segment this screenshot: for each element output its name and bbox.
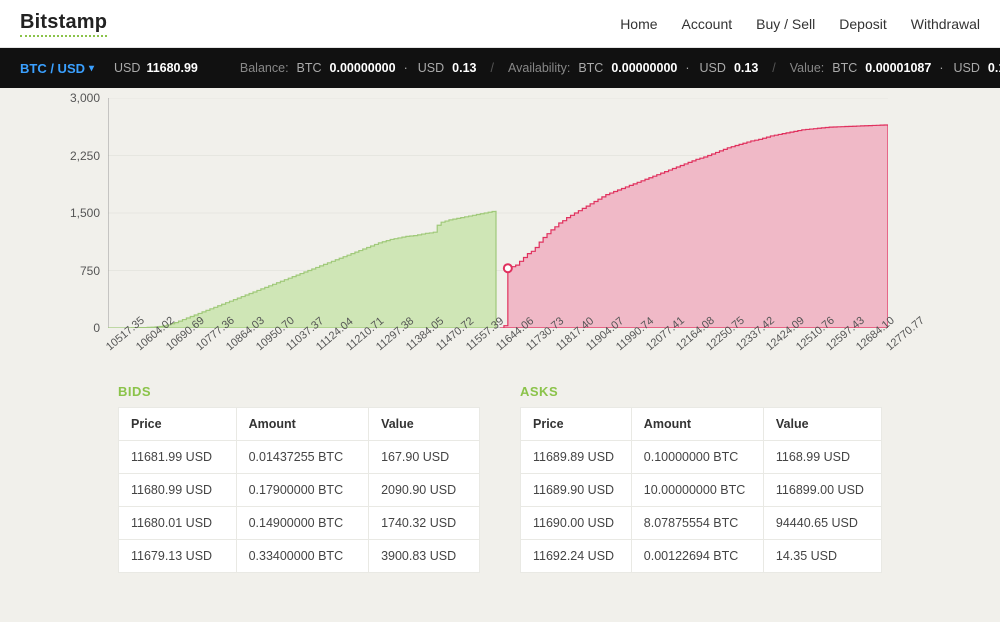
usd-symbol-2: USD	[700, 61, 726, 75]
column-header: Value	[369, 408, 480, 441]
table-cell: 11679.13 USD	[119, 540, 237, 573]
value-label: Value:	[790, 61, 825, 75]
bids-title: BIDS	[118, 384, 480, 399]
btc-symbol: BTC	[297, 61, 322, 75]
chevron-down-icon: ▾	[89, 63, 94, 74]
nav-account[interactable]: Account	[682, 16, 733, 32]
bids-section: BIDS PriceAmountValue 11681.99 USD0.0143…	[118, 384, 480, 573]
column-header: Value	[763, 408, 881, 441]
dot-sep-3: ·	[939, 61, 943, 75]
table-cell: 94440.65 USD	[763, 507, 881, 540]
info-bar: BTC / USD ▾ USD 11680.99 Balance: BTC 0.…	[0, 48, 1000, 88]
column-header: Price	[119, 408, 237, 441]
orderbook-tables: BIDS PriceAmountValue 11681.99 USD0.0143…	[18, 384, 982, 573]
btc-symbol-2: BTC	[578, 61, 603, 75]
brand-logo[interactable]: Bitstamp	[20, 11, 107, 37]
y-tick: 2,250	[70, 149, 100, 163]
value-usd: 0.13	[988, 61, 1000, 75]
table-cell: 0.01437255 BTC	[236, 441, 368, 474]
table-cell: 1740.32 USD	[369, 507, 480, 540]
table-cell: 8.07875554 BTC	[631, 507, 763, 540]
asks-table: PriceAmountValue 11689.89 USD0.10000000 …	[520, 407, 882, 573]
asks-section: ASKS PriceAmountValue 11689.89 USD0.1000…	[520, 384, 882, 573]
column-header: Amount	[631, 408, 763, 441]
price-currency: USD	[114, 61, 140, 75]
depth-chart: 07501,5002,2503,000 10517.3510604.021069…	[108, 98, 972, 378]
depth-chart-svg	[108, 98, 888, 328]
avail-btc: 0.00000000	[611, 61, 677, 75]
table-row[interactable]: 11680.99 USD0.17900000 BTC2090.90 USD	[119, 474, 480, 507]
pair-label: BTC / USD	[20, 61, 85, 76]
table-cell: 3900.83 USD	[369, 540, 480, 573]
nav-buy-sell[interactable]: Buy / Sell	[756, 16, 815, 32]
y-tick: 0	[93, 321, 100, 335]
table-cell: 0.10000000 BTC	[631, 441, 763, 474]
table-row[interactable]: 11679.13 USD0.33400000 BTC3900.83 USD	[119, 540, 480, 573]
table-cell: 11681.99 USD	[119, 441, 237, 474]
table-cell: 11689.90 USD	[521, 474, 632, 507]
balance-btc: 0.00000000	[330, 61, 396, 75]
table-cell: 10.00000000 BTC	[631, 474, 763, 507]
y-tick: 750	[80, 264, 100, 278]
table-cell: 11692.24 USD	[521, 540, 632, 573]
column-header: Price	[521, 408, 632, 441]
table-cell: 1168.99 USD	[763, 441, 881, 474]
table-cell: 11689.89 USD	[521, 441, 632, 474]
table-row[interactable]: 11690.00 USD8.07875554 BTC94440.65 USD	[521, 507, 882, 540]
table-row[interactable]: 11681.99 USD0.01437255 BTC167.90 USD	[119, 441, 480, 474]
table-cell: 167.90 USD	[369, 441, 480, 474]
table-row[interactable]: 11692.24 USD0.00122694 BTC14.35 USD	[521, 540, 882, 573]
dot-sep: ·	[404, 61, 408, 75]
table-cell: 14.35 USD	[763, 540, 881, 573]
y-axis: 07501,5002,2503,000	[46, 98, 106, 328]
table-cell: 0.00122694 BTC	[631, 540, 763, 573]
availability-label: Availability:	[508, 61, 570, 75]
table-cell: 11680.01 USD	[119, 507, 237, 540]
top-bar: Bitstamp Home Account Buy / Sell Deposit…	[0, 0, 1000, 48]
dot-sep-2: ·	[685, 61, 689, 75]
asks-title: ASKS	[520, 384, 882, 399]
value-btc: 0.00001087	[865, 61, 931, 75]
group-divider-2: /	[772, 61, 775, 75]
table-row[interactable]: 11689.90 USD10.00000000 BTC116899.00 USD	[521, 474, 882, 507]
table-cell: 0.17900000 BTC	[236, 474, 368, 507]
y-tick: 3,000	[70, 91, 100, 105]
usd-symbol-3: USD	[954, 61, 980, 75]
table-cell: 2090.90 USD	[369, 474, 480, 507]
x-axis-labels: 10517.3510604.0210690.6910777.3610864.03…	[108, 328, 972, 378]
balance-label: Balance:	[240, 61, 289, 75]
btc-symbol-3: BTC	[832, 61, 857, 75]
table-cell: 11690.00 USD	[521, 507, 632, 540]
nav-home[interactable]: Home	[620, 16, 657, 32]
avail-usd: 0.13	[734, 61, 758, 75]
last-price: 11680.99	[146, 61, 197, 75]
table-cell: 11680.99 USD	[119, 474, 237, 507]
column-header: Amount	[236, 408, 368, 441]
table-row[interactable]: 11680.01 USD0.14900000 BTC1740.32 USD	[119, 507, 480, 540]
table-row[interactable]: 11689.89 USD0.10000000 BTC1168.99 USD	[521, 441, 882, 474]
table-cell: 116899.00 USD	[763, 474, 881, 507]
main-nav: Home Account Buy / Sell Deposit Withdraw…	[620, 16, 980, 32]
table-cell: 0.33400000 BTC	[236, 540, 368, 573]
y-tick: 1,500	[70, 206, 100, 220]
usd-symbol: USD	[418, 61, 444, 75]
content-area: 0 750 1,500 2,250 3,000 10517.3510604.021069…	[0, 88, 1000, 573]
pair-selector[interactable]: BTC / USD ▾	[20, 61, 94, 76]
table-cell: 0.14900000 BTC	[236, 507, 368, 540]
nav-deposit[interactable]: Deposit	[839, 16, 886, 32]
group-divider: /	[491, 61, 494, 75]
bids-table: PriceAmountValue 11681.99 USD0.01437255 …	[118, 407, 480, 573]
nav-withdrawal[interactable]: Withdrawal	[911, 16, 980, 32]
balance-usd: 0.13	[452, 61, 476, 75]
